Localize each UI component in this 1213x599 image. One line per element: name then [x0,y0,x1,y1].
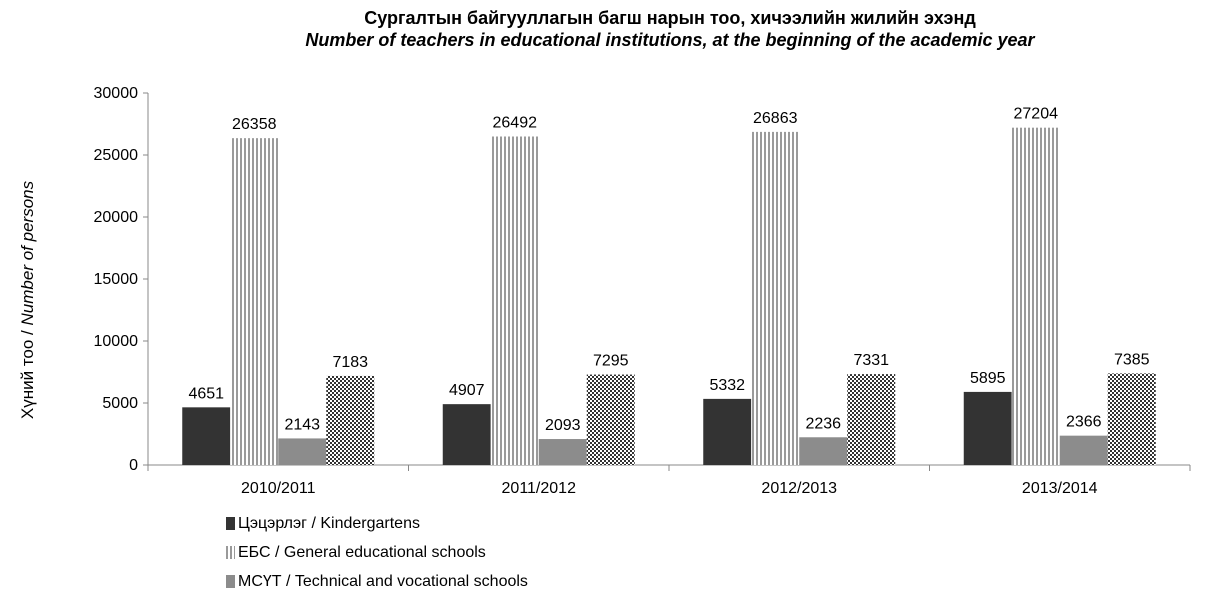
chart-subtitle: Number of teachers in educational instit… [305,30,1035,50]
bar [1107,373,1156,465]
bar [490,136,539,465]
legend-label: Цэцэрлэг / Kindergartens [238,514,420,532]
data-label: 7385 [1114,351,1150,368]
x-tick-label: 2010/2011 [241,480,316,497]
data-label: 5332 [709,377,745,394]
bar [1059,435,1108,465]
chart-title: Сургалтын байгууллагын багш нарын тоо, х… [364,8,976,28]
bar [963,391,1012,465]
legend-swatch [226,517,235,530]
y-tick-label: 10000 [94,333,139,350]
x-tick-label: 2013/2014 [1022,480,1098,497]
data-label: 2236 [805,415,841,432]
data-label: 4651 [188,385,224,402]
y-tick-label: 5000 [102,395,138,412]
bar [847,374,896,465]
bar [538,439,587,465]
legend-swatch [226,546,235,559]
bar [278,438,327,465]
data-label: 7331 [853,352,889,369]
y-tick-label: 20000 [94,209,139,226]
y-tick-label: 30000 [94,85,139,102]
bar [751,131,800,465]
legend-label: МСҮТ / Technical and vocational schools [238,572,528,590]
y-tick-label: 0 [129,457,138,474]
legend-item-vocational-schools: МСҮТ / Technical and vocational schools [226,567,528,596]
data-label: 26358 [232,116,277,133]
legend-item-kindergartens: Цэцэрлэг / Kindergartens [226,509,528,538]
legend-item-general-schools: ЕБС / General educational schools [226,538,528,567]
data-label: 26492 [493,114,538,131]
bar [230,138,279,465]
data-label: 26863 [753,110,798,127]
y-tick-label: 25000 [94,147,139,164]
data-label: 5895 [970,370,1006,387]
x-tick-label: 2011/2012 [502,480,577,497]
x-tick-label: 2012/2013 [761,480,837,497]
bar [703,398,752,465]
bar [442,404,491,465]
bar [799,437,848,465]
data-label: 27204 [1014,106,1059,123]
bar [326,375,375,465]
data-label: 2143 [284,416,320,433]
legend-swatch [226,575,235,588]
data-label: 4907 [449,382,485,399]
bar [586,374,635,465]
data-label: 7183 [332,354,368,371]
data-label: 7295 [593,353,629,370]
legend: Цэцэрлэг / Kindergartens ЕБС / General e… [226,509,528,596]
bar [182,407,231,465]
legend-label: ЕБС / General educational schools [238,543,486,561]
data-label: 2093 [545,417,581,434]
y-tick-label: 15000 [94,271,139,288]
bar [1011,127,1060,465]
data-label: 2366 [1066,414,1102,431]
